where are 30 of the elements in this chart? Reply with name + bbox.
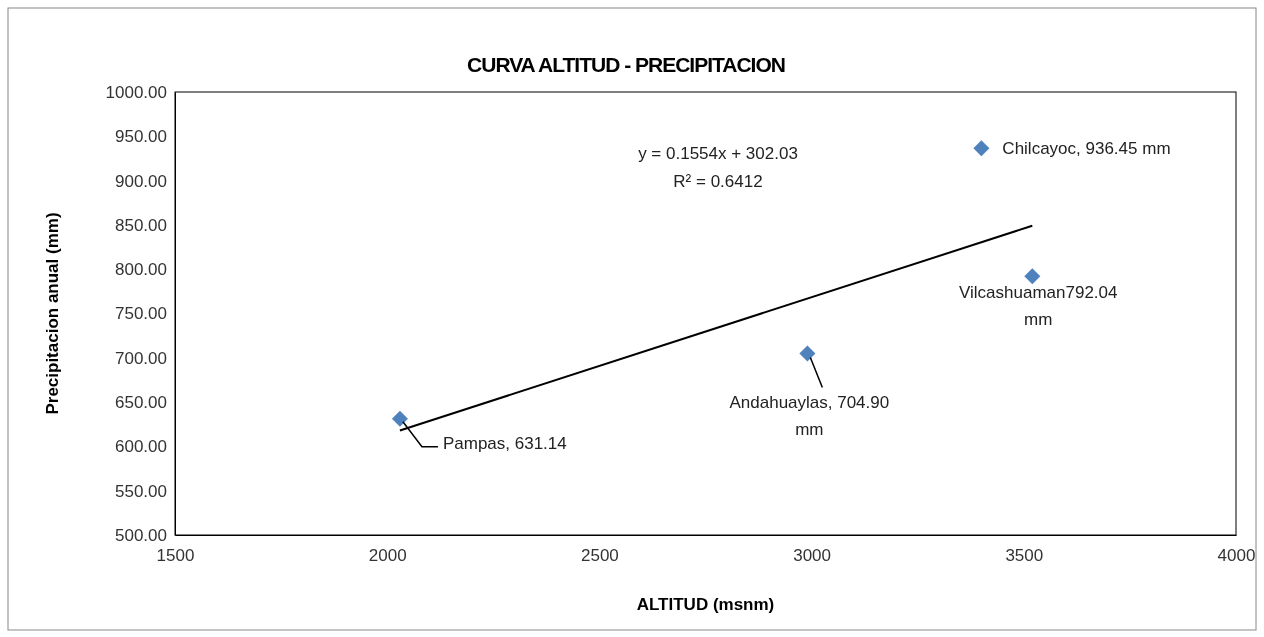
y-tick-label: 950.00 — [115, 127, 167, 147]
annotation: R² = 0.6412 — [673, 172, 763, 191]
y-tick-label: 900.00 — [115, 171, 167, 191]
y-tick-label: 700.00 — [115, 348, 167, 368]
chart-title: CURVA ALTITUD - PRECIPITACION — [467, 53, 785, 76]
y-tick-label: 850.00 — [115, 215, 167, 235]
y-tick-label: 800.00 — [115, 260, 167, 280]
x-tick-label: 1500 — [156, 546, 195, 566]
y-tick-label: 600.00 — [115, 437, 167, 457]
x-tick-label: 3000 — [793, 546, 832, 566]
x-axis-title: ALTITUD (msnm) — [636, 595, 775, 614]
y-tick-label: 550.00 — [115, 481, 167, 501]
y-tick-label: 750.00 — [115, 304, 167, 324]
y-axis-title: Precipitacion anual (mm) — [43, 212, 62, 415]
x-tick-label: 4000 — [1217, 546, 1256, 566]
x-tick-label: 2000 — [368, 546, 407, 566]
point — [1024, 268, 1041, 285]
annotation: Vilcashuaman792.04 mm — [959, 283, 1118, 330]
point — [973, 140, 990, 157]
annotation: y = 0.1554x + 302.03 — [638, 144, 798, 163]
y-tick-label: 1000.00 — [105, 82, 167, 102]
annotation: Chilcayoc, 936.45 mm — [1002, 139, 1171, 159]
annotation: Pampas, 631.14 — [442, 433, 567, 453]
y-tick-label: 650.00 — [115, 393, 167, 413]
x-tick-label: 2500 — [580, 546, 619, 566]
point — [391, 410, 408, 427]
y-tick-label: 500.00 — [115, 525, 167, 545]
annotation: Andahuaylas, 704.90 mm — [729, 393, 890, 440]
x-tick-label: 3500 — [1005, 546, 1044, 566]
point — [799, 345, 816, 362]
